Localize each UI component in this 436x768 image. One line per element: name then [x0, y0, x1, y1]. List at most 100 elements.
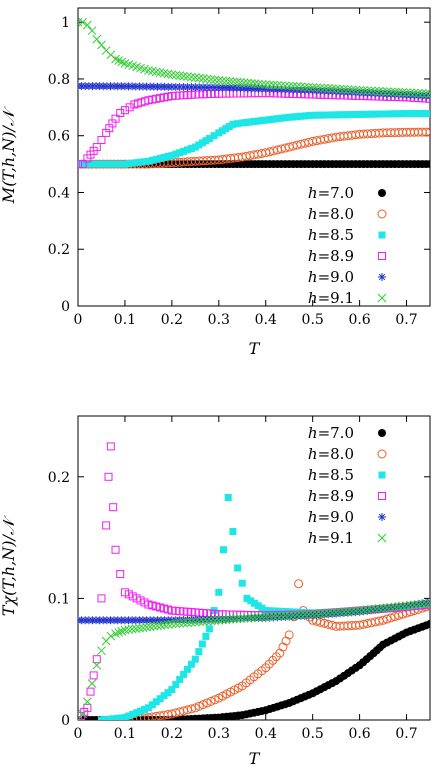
data-point [234, 120, 242, 128]
data-point [371, 110, 379, 118]
data-point [250, 79, 260, 88]
data-point [180, 147, 188, 155]
data-point [273, 611, 282, 621]
legend-marker [378, 492, 386, 500]
series-h=8.5 [78, 110, 430, 168]
data-point [421, 599, 430, 609]
data-point [228, 77, 238, 87]
y-tick-label: 0.2 [48, 470, 70, 486]
data-point [378, 87, 388, 96]
data-point [266, 116, 274, 124]
data-point [398, 88, 407, 97]
data-point [101, 716, 109, 720]
data-point [335, 607, 345, 617]
data-point [236, 77, 245, 87]
data-point [187, 660, 195, 668]
data-point [117, 714, 125, 720]
data-point [167, 70, 177, 80]
data-point [382, 87, 392, 96]
data-point [378, 603, 388, 613]
data-point [218, 76, 227, 86]
data-point [156, 154, 164, 162]
data-point [386, 613, 396, 623]
legend-label: h=9.1 [308, 529, 354, 547]
data-point [277, 611, 286, 621]
data-point [331, 608, 341, 617]
data-point [417, 599, 427, 609]
data-point [292, 82, 302, 91]
data-point [202, 698, 212, 708]
data-point [97, 40, 106, 50]
data-point [395, 110, 403, 118]
data-point [280, 81, 290, 91]
data-point [85, 160, 93, 168]
data-point [129, 710, 137, 718]
data-point [215, 588, 223, 596]
data-point [187, 618, 196, 627]
data-point [390, 602, 400, 612]
data-point [316, 111, 324, 119]
data-point [327, 84, 337, 94]
data-point [92, 143, 101, 152]
data-point [421, 89, 430, 98]
data-point [125, 160, 133, 168]
data-point [133, 159, 141, 167]
data-point [344, 111, 352, 119]
data-point [246, 78, 256, 88]
data-point [297, 112, 305, 120]
data-point [129, 159, 137, 167]
data-point [379, 110, 387, 118]
data-point [281, 114, 289, 122]
data-point [417, 88, 427, 98]
data-point [202, 74, 212, 84]
data-point [292, 610, 302, 620]
x-tick-label: 0.7 [395, 726, 417, 742]
data-point [327, 608, 337, 618]
legend-label: h=8.9 [308, 247, 354, 265]
data-point [378, 615, 388, 625]
data-point [184, 146, 192, 154]
data-point [238, 579, 246, 587]
data-point [261, 80, 271, 89]
data-point [229, 120, 237, 128]
data-point [426, 110, 430, 118]
data-point [250, 118, 258, 126]
data-point [387, 110, 395, 118]
legend-marker [378, 513, 386, 521]
data-point [140, 705, 148, 713]
data-point [124, 625, 133, 634]
data-point [225, 77, 234, 86]
data-point [195, 141, 203, 149]
data-point [394, 87, 404, 97]
data-point [219, 546, 227, 554]
legend-marker [378, 231, 386, 239]
data-point [285, 113, 293, 121]
data-point [258, 117, 266, 125]
data-point [121, 714, 129, 720]
data-point [184, 665, 192, 673]
data-point [236, 614, 245, 623]
data-point [179, 618, 188, 628]
data-point [131, 624, 141, 633]
data-point [103, 160, 111, 168]
data-point [144, 66, 153, 75]
data-point [308, 83, 318, 92]
data-point [224, 493, 232, 501]
data-point [160, 153, 168, 161]
data-point [137, 158, 145, 166]
data-point [117, 57, 127, 67]
data-point [418, 110, 426, 118]
data-point [301, 112, 309, 120]
data-point [198, 617, 208, 626]
data-point [164, 153, 172, 161]
data-point [160, 620, 169, 630]
data-point [156, 695, 164, 703]
x-axis-label: T [249, 749, 261, 768]
data-point [323, 608, 333, 618]
data-point [370, 86, 380, 96]
data-point [265, 612, 274, 621]
data-point [366, 86, 376, 96]
data-point [190, 617, 200, 627]
data-point [288, 610, 298, 620]
data-point [78, 160, 82, 169]
